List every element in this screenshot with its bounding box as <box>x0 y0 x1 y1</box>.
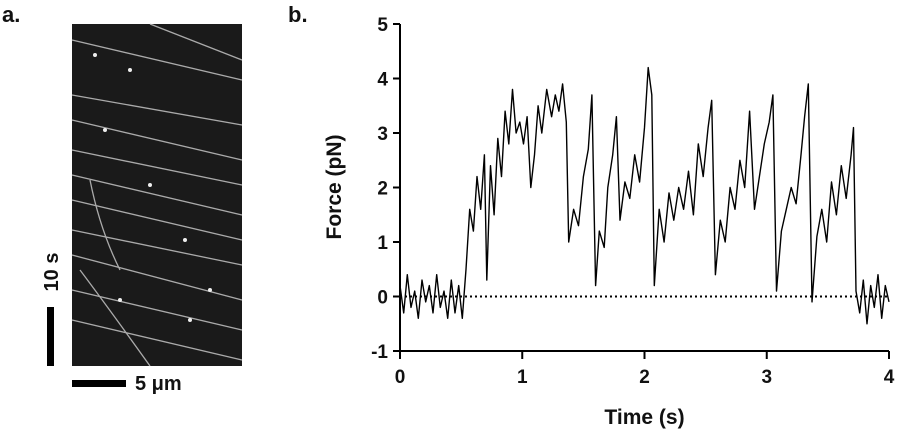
x-tick-label: 2 <box>639 367 650 388</box>
panel-label: b. <box>288 2 308 27</box>
y-tick-label: -1 <box>371 342 388 363</box>
x-tick-label: 4 <box>884 367 895 388</box>
x-tick-label: 1 <box>517 367 528 388</box>
y-axis-label: Force (pN) <box>323 135 346 240</box>
y-tick-label: 5 <box>377 15 388 36</box>
length-scale-label: 5 μm <box>135 373 182 395</box>
length-scale-bar <box>72 380 126 387</box>
time-scale-bar <box>47 307 54 366</box>
panel-label: a. <box>2 2 20 27</box>
kymograph <box>71 23 243 367</box>
x-tick-label: 0 <box>395 367 406 388</box>
y-tick-label: 1 <box>377 233 388 254</box>
y-tick-label: 2 <box>377 179 388 200</box>
time-scale-label: 10 s <box>41 253 63 292</box>
force-trace <box>399 66 890 325</box>
y-tick-label: 4 <box>377 70 388 91</box>
y-tick-label: 0 <box>377 288 388 309</box>
x-axis-label: Time (s) <box>604 406 684 429</box>
y-tick-label: 3 <box>377 124 388 145</box>
x-tick-label: 3 <box>761 367 772 388</box>
